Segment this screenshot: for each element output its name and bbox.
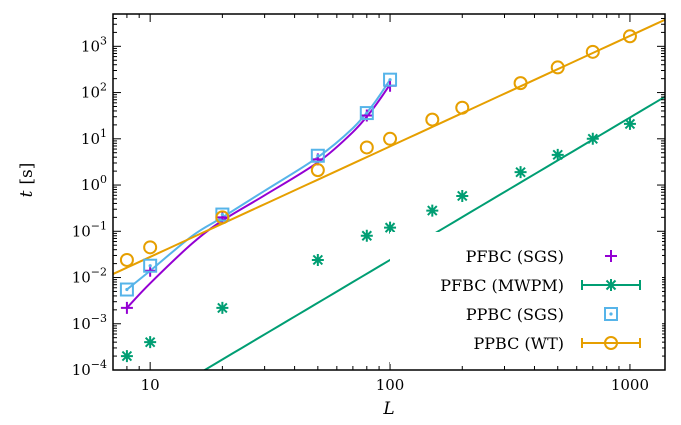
- x-tick-label: 100: [376, 376, 405, 394]
- y-tick-label: 10−1: [72, 219, 107, 240]
- data-point-pfbc-sgs-0: [120, 301, 133, 314]
- y-tick-label: 10−3: [72, 312, 107, 333]
- data-point-pfbc-mwpm-0: [120, 350, 133, 363]
- data-point-ppbc-wt-7: [455, 100, 470, 115]
- legend-label: PFBC (SGS): [466, 247, 564, 266]
- x-tick-label: 1000: [611, 376, 649, 394]
- legend-entry-pfbc-sgs: PFBC (SGS): [466, 247, 617, 266]
- legend-entry-ppbc-sgs: PPBC (SGS): [466, 305, 618, 324]
- legend-label: PPBC (WT): [473, 334, 564, 353]
- y-axis-label-symbol: t: [17, 190, 37, 197]
- data-markers: [119, 29, 637, 363]
- y-tick-label: 102: [81, 81, 107, 102]
- fit-line-ppbc-wt: [113, 18, 665, 275]
- legend-label: PPBC (SGS): [466, 305, 564, 324]
- legend-marker: [604, 307, 618, 321]
- data-point-ppbc-wt-9: [550, 60, 565, 75]
- y-tick-label-base: 10: [81, 84, 100, 102]
- y-tick-label-exponent: 2: [100, 81, 107, 94]
- data-point-ppbc-wt-4: [359, 140, 374, 155]
- data-point-ppbc-sgs-4: [359, 106, 374, 121]
- data-point-pfbc-mwpm-7: [456, 189, 469, 202]
- y-axis-label-unit: [s]: [17, 163, 37, 185]
- data-point-pfbc-mwpm-4: [360, 229, 373, 242]
- y-tick-label-base: 10: [81, 37, 100, 55]
- y-tick-label-exponent: −2: [91, 266, 107, 279]
- data-point-pfbc-mwpm-2: [216, 301, 229, 314]
- legend-marker: [605, 250, 617, 262]
- fit-line-ppbc-sgs: [126, 79, 391, 291]
- data-point-pfbc-mwpm-8: [514, 166, 527, 179]
- data-point-ppbc-wt-5: [383, 131, 398, 146]
- data-point-ppbc-wt-11: [622, 29, 637, 44]
- y-tick-label-exponent: 3: [100, 34, 107, 47]
- y-tick-label: 101: [81, 127, 107, 148]
- legend-marker: [604, 336, 618, 350]
- data-point-ppbc-wt-6: [425, 112, 440, 127]
- data-point-pfbc-mwpm-3: [311, 253, 324, 266]
- data-point-pfbc-mwpm-10: [586, 132, 599, 145]
- y-tick-label-base: 10: [72, 222, 91, 240]
- data-point-pfbc-mwpm-9: [551, 148, 564, 161]
- y-tick-label-base: 10: [81, 130, 100, 148]
- data-point-ppbc-sgs-5: [383, 72, 398, 87]
- y-tick-label: 10−4: [72, 358, 107, 379]
- data-point-pfbc-mwpm-5: [384, 221, 397, 234]
- y-tick-label-base: 10: [81, 176, 100, 194]
- x-tick-label: 10: [141, 376, 160, 394]
- y-tick-label-base: 10: [72, 269, 91, 287]
- y-tick-label-exponent: −3: [91, 312, 107, 325]
- data-point-pfbc-mwpm-6: [426, 204, 439, 217]
- legend: PFBC (SGS) PFBC (MWPM) PPBC (SGS) PPBC (WT): [390, 232, 662, 364]
- data-point-ppbc-wt-3: [310, 163, 325, 178]
- data-point-ppbc-sgs-0: [119, 282, 134, 297]
- legend-entry-pfbc-mwpm: PFBC (MWPM): [440, 276, 641, 295]
- y-tick-label-exponent: 1: [100, 127, 107, 140]
- legend-marker: [605, 279, 617, 291]
- data-point-ppbc-sgs-3: [310, 148, 325, 163]
- y-tick-label-exponent: −1: [91, 219, 107, 232]
- data-point-ppbc-wt-10: [585, 44, 600, 59]
- x-axis-label: L: [382, 399, 394, 419]
- fit-line-pfbc-sgs: [126, 83, 391, 309]
- data-point-ppbc-wt-2: [215, 210, 230, 225]
- y-tick-label: 10−2: [72, 266, 107, 287]
- data-point-pfbc-mwpm-1: [144, 336, 157, 349]
- data-point-pfbc-mwpm-11: [623, 117, 636, 130]
- legend-entry-ppbc-wt: PPBC (WT): [473, 334, 641, 353]
- data-point-ppbc-sgs-1: [143, 258, 158, 273]
- legend-label: PFBC (MWPM): [440, 276, 564, 295]
- y-tick-label-exponent: 0: [100, 173, 107, 186]
- data-point-ppbc-wt-0: [119, 252, 134, 267]
- y-axis-label: t [s]: [17, 163, 37, 198]
- y-tick-label: 100: [81, 173, 107, 194]
- data-point-ppbc-wt-8: [513, 76, 528, 91]
- data-point-ppbc-wt-1: [143, 240, 158, 255]
- y-tick-label-base: 10: [72, 315, 91, 333]
- y-tick-label-base: 10: [72, 361, 91, 379]
- y-tick-label: 103: [81, 34, 107, 55]
- y-tick-label-exponent: −4: [91, 358, 107, 371]
